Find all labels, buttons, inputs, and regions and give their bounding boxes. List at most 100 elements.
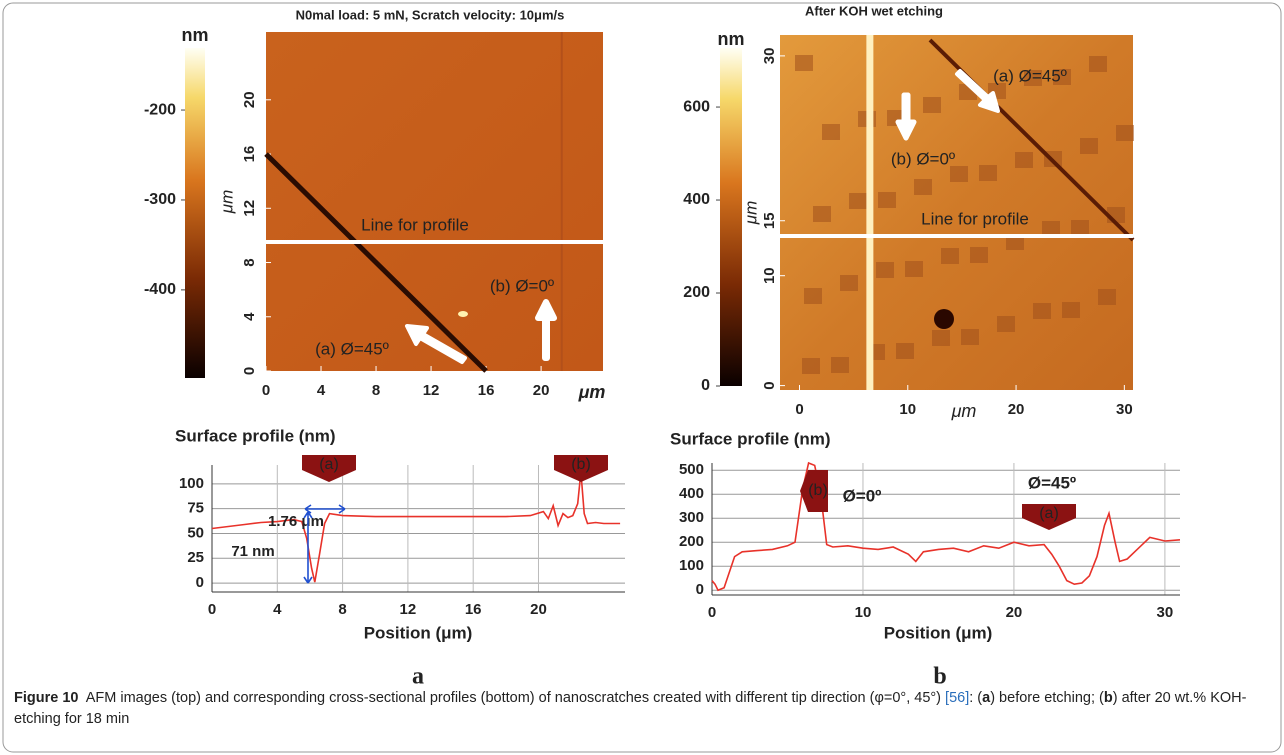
x-tick-label: 20 [530, 601, 547, 618]
caption-part: : ( [969, 690, 983, 706]
x-tick-label: 10 [899, 401, 916, 418]
pit [905, 261, 923, 277]
y-unit: μm [217, 190, 236, 214]
colorbar-unit: nm [718, 29, 745, 49]
colorbar-tick-label: 400 [683, 191, 710, 208]
dimension-label: 71 nm [231, 543, 274, 560]
marker-label: (b) [571, 456, 591, 473]
marker [1022, 504, 1076, 530]
colorbar-tick-label: -400 [144, 281, 176, 298]
profile-curve [211, 471, 621, 583]
y-tick-label: 15 [761, 212, 778, 229]
arrow [535, 299, 557, 361]
pit [914, 179, 932, 195]
x-tick-label: 4 [317, 382, 326, 399]
pit [813, 206, 831, 222]
profile-title: Surface profile (nm) [175, 426, 336, 445]
caption-part: ) before etching; ( [990, 690, 1104, 706]
profile-curve [711, 461, 1181, 592]
arrow [955, 69, 1000, 113]
y-tick-label: 4 [241, 312, 258, 321]
y-tick-label: 25 [187, 549, 204, 566]
x-unit: μm [951, 401, 977, 421]
annotation: (a) Ø=45º [993, 66, 1067, 85]
pit [822, 124, 840, 140]
caption-ref: [56] [945, 690, 970, 706]
caption-part: ) after 20 wt.% KOH-etching for 18 min [14, 690, 1247, 727]
profile-title: Surface profile (nm) [670, 429, 831, 448]
pit [840, 275, 858, 291]
pit [876, 262, 894, 278]
pit [979, 165, 997, 181]
x-tick-label: 30 [1157, 604, 1174, 621]
pit [1033, 303, 1051, 319]
pit [831, 357, 849, 373]
pit [804, 288, 822, 304]
annotation: Ø=45º [1028, 473, 1076, 492]
marker [554, 455, 608, 482]
spot [458, 311, 468, 317]
annotation: (b) Ø=0º [891, 149, 955, 168]
y-unit: μm [741, 201, 760, 225]
y-tick-label: 75 [187, 500, 204, 517]
x-tick-label: 30 [1116, 401, 1133, 418]
pit [923, 97, 941, 113]
x-axis-label: Position (μm) [364, 623, 473, 642]
annotation: (b) Ø=0º [490, 276, 554, 295]
y-tick-label: 16 [241, 146, 258, 163]
x-tick-label: 0 [795, 401, 803, 418]
pit [1089, 56, 1107, 72]
x-tick-label: 8 [338, 601, 346, 618]
pit [878, 192, 896, 208]
pit [802, 358, 820, 374]
annotation: (a) Ø=45º [315, 339, 389, 358]
pit [950, 166, 968, 182]
y-tick-label: 20 [241, 91, 258, 108]
pit [1053, 69, 1071, 85]
pit [849, 193, 867, 209]
colorbar-tick-label: -200 [144, 101, 176, 118]
marker [302, 455, 356, 482]
colorbar-tick-label: 0 [701, 377, 710, 394]
caption-label: Figure 10 [14, 690, 79, 706]
pit [795, 55, 813, 71]
pit [934, 309, 954, 329]
annotation: Line for profile [921, 209, 1029, 228]
pit [1042, 221, 1060, 237]
pit [1116, 125, 1134, 141]
colorbar [185, 48, 205, 378]
x-unit: μm [578, 382, 606, 402]
y-tick-label: 400 [679, 485, 704, 502]
caption-part: a [982, 690, 991, 706]
x-tick-label: 0 [262, 382, 270, 399]
image-title: N0mal load: 5 mN, Scratch velocity: 10μm… [296, 7, 565, 22]
annotation: Ø=0º [843, 486, 882, 505]
arrow [895, 92, 917, 141]
marker-label: (b) [808, 482, 828, 499]
x-tick-label: 16 [478, 382, 495, 399]
y-tick-label: 12 [241, 200, 258, 217]
colorbar-tick-label: 600 [683, 98, 710, 115]
marker [800, 470, 828, 512]
pit [1062, 302, 1080, 318]
colorbar-tick-label: -300 [144, 191, 176, 208]
x-tick-label: 12 [423, 382, 440, 399]
dimension-label: 1.76 μm [268, 513, 324, 530]
colorbar [720, 48, 742, 386]
y-tick-label: 0 [241, 367, 258, 375]
x-tick-label: 10 [855, 604, 872, 621]
pit [1071, 220, 1089, 236]
dim-arrow [303, 511, 313, 584]
marker-label: (a) [319, 456, 339, 473]
x-tick-label: 8 [372, 382, 380, 399]
pit [961, 329, 979, 345]
y-tick-label: 500 [679, 461, 704, 478]
x-tick-label: 0 [708, 604, 716, 621]
y-tick-label: 300 [679, 509, 704, 526]
pit [1024, 70, 1042, 86]
y-tick-label: 200 [679, 533, 704, 550]
y-tick-label: 8 [241, 258, 258, 266]
y-tick-label: 100 [679, 557, 704, 574]
